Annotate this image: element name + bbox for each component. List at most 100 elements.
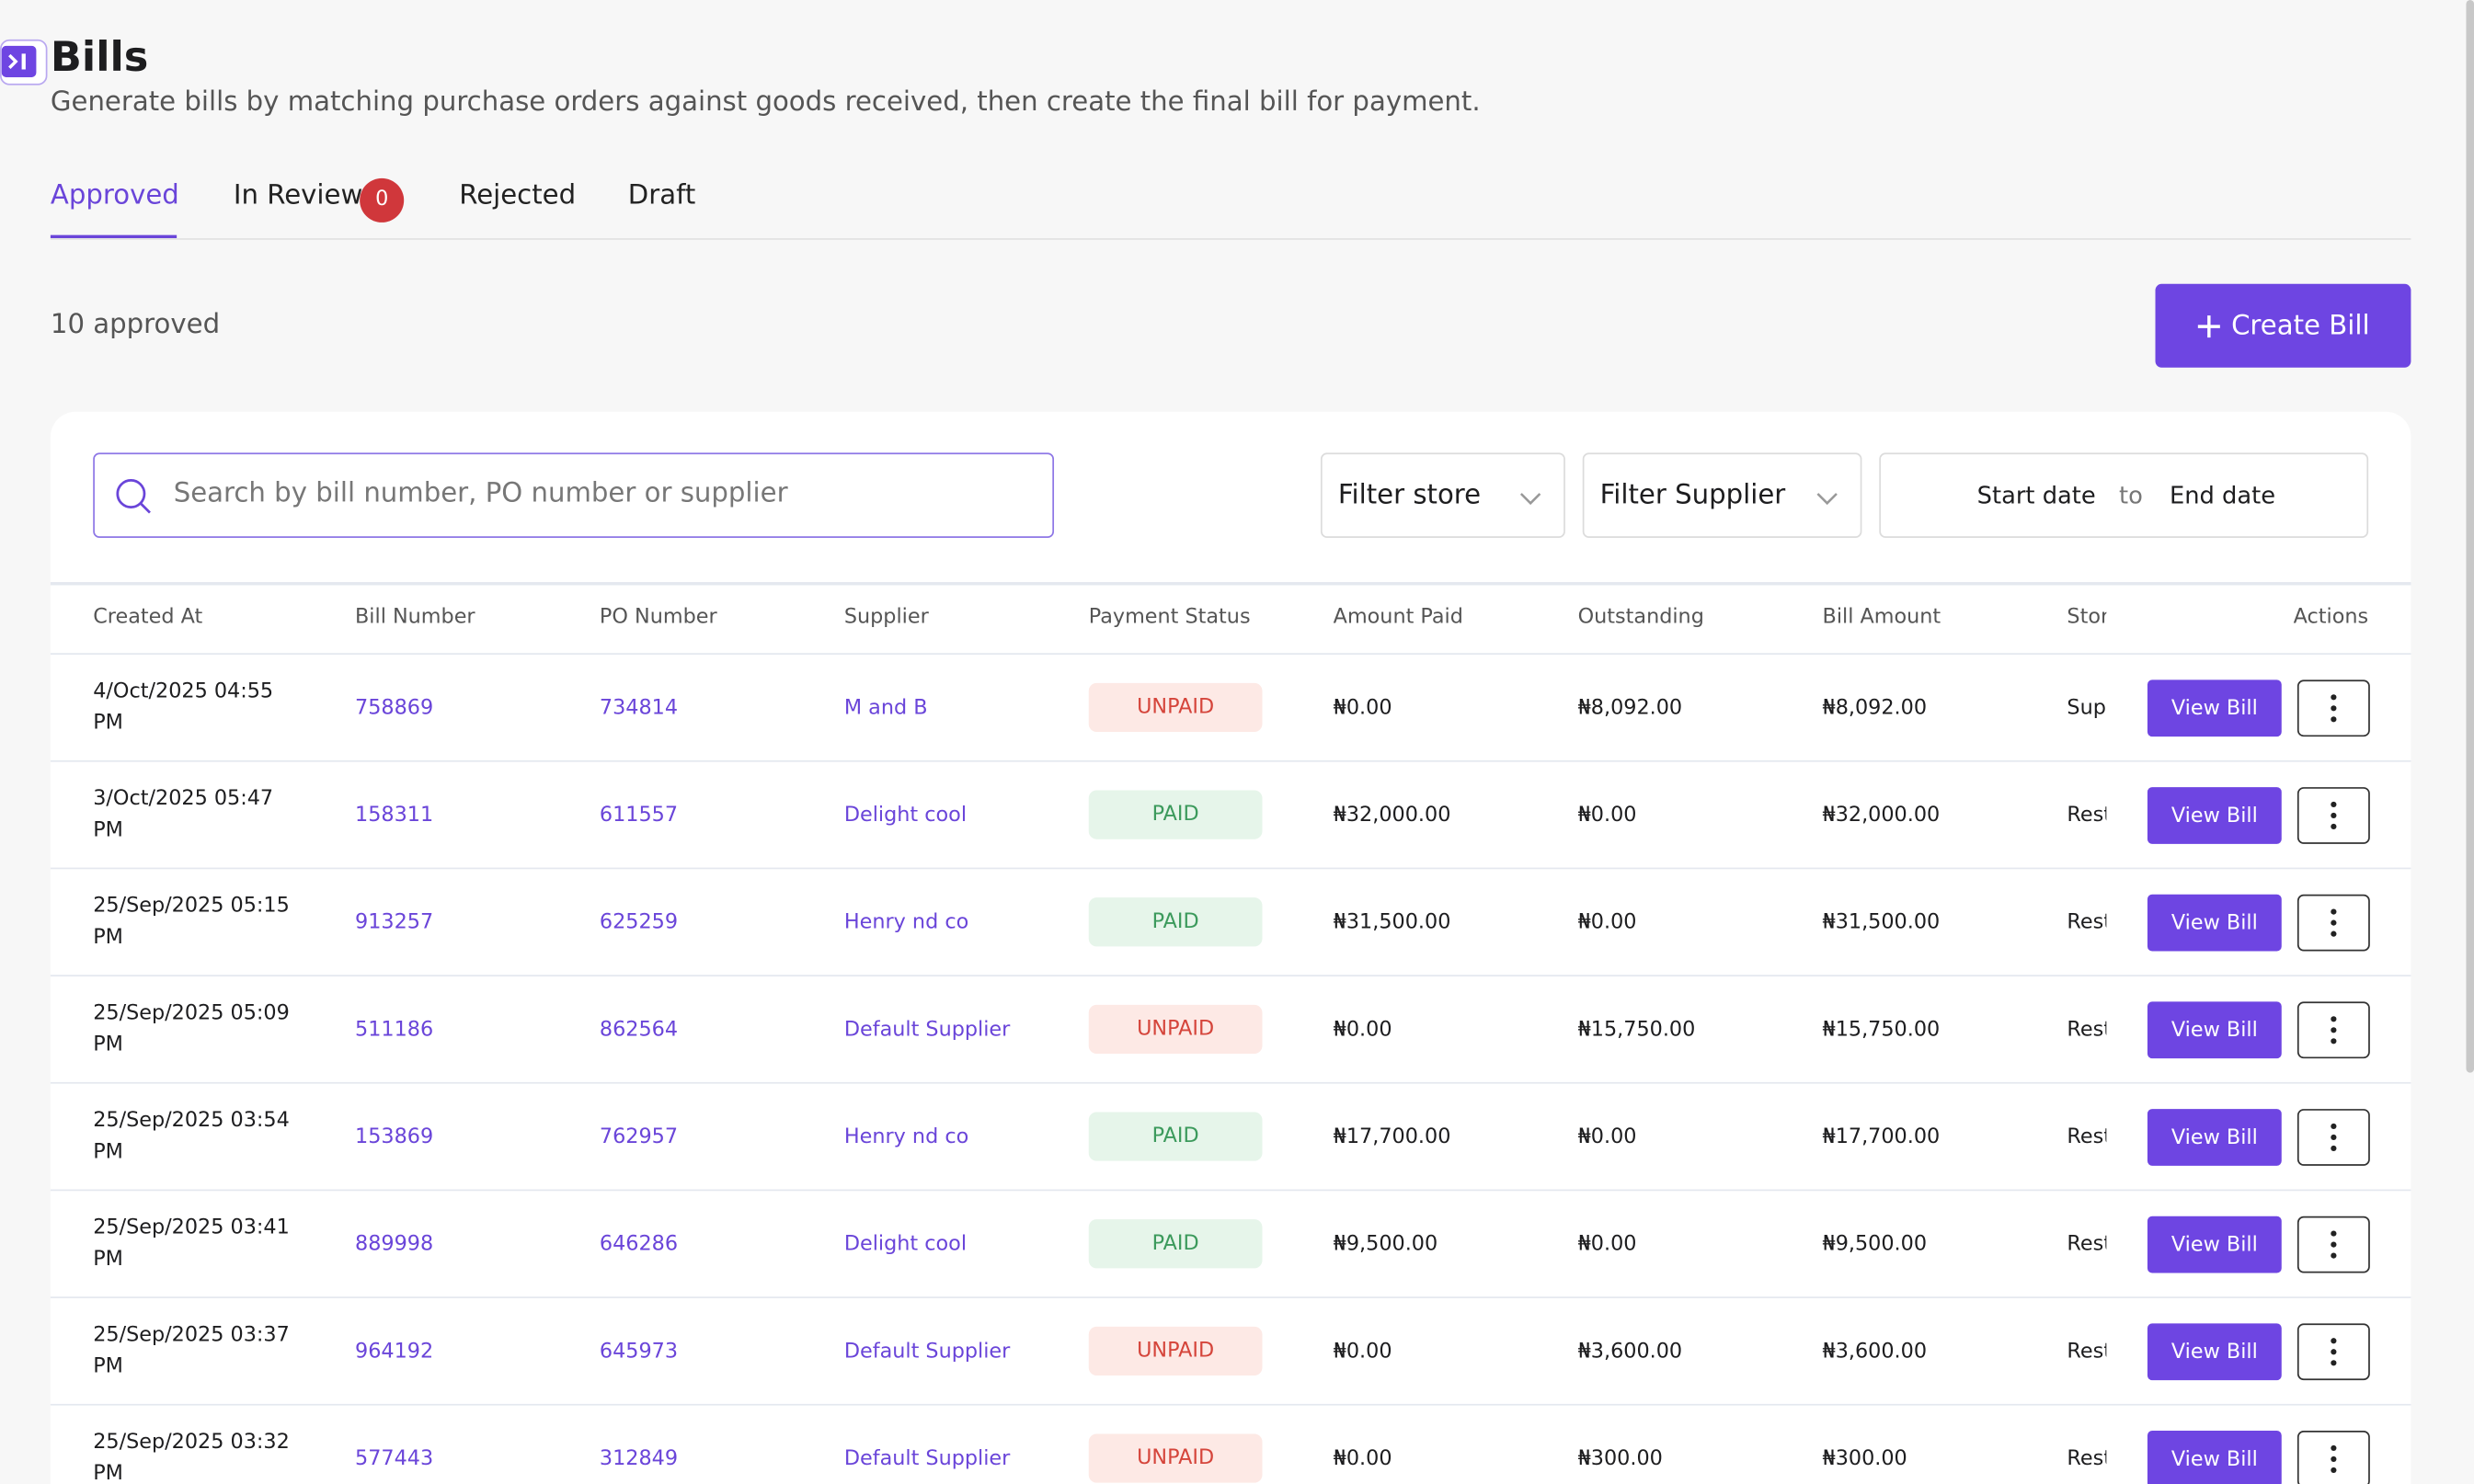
tab[interactable]: Draft	[627, 179, 696, 211]
table-row: 25/Sep/2025 03:32 PM 577443 312849 Default …	[50, 1403, 2411, 1484]
cell: Rest	[2067, 1125, 2106, 1149]
cell: ₦15,750.00	[1577, 1018, 1696, 1043]
column-header: Payment Status	[1088, 605, 1251, 630]
table-row: 25/Sep/2025 03:41 PM 889998 646286 Delight …	[50, 1189, 2411, 1298]
cell: 25/Sep/2025 03:54 PM	[93, 1109, 290, 1165]
view-bill-button[interactable]: View Bill	[2147, 1216, 2282, 1273]
tab-badge: 0	[360, 177, 405, 223]
cell[interactable]: 646286	[599, 1232, 679, 1257]
more-actions-button[interactable]	[2296, 787, 2370, 844]
cell: ₦0.00	[1577, 910, 1637, 935]
view-bill-button[interactable]: View Bill	[2147, 1431, 2282, 1484]
cell: ₦31,500.00	[1333, 910, 1451, 935]
cell: ₦300.00	[1822, 1447, 1907, 1471]
cell: Rest	[2067, 1018, 2106, 1043]
cell[interactable]: 758869	[355, 696, 434, 721]
cell: ₦32,000.00	[1333, 804, 1451, 828]
more-actions-button[interactable]	[2296, 679, 2370, 737]
more-actions-button[interactable]	[2296, 1431, 2370, 1484]
status-pill: PAID	[1088, 1112, 1263, 1161]
cell[interactable]: 862564	[599, 1018, 679, 1043]
view-bill-button[interactable]: View Bill	[2147, 679, 2282, 737]
cell: ₦0.00	[1577, 1125, 1637, 1149]
page-subtitle: Generate bills by matching purchase orde…	[50, 86, 1481, 119]
cell[interactable]: M and B	[843, 696, 928, 721]
cell[interactable]: Henry nd co	[843, 1125, 969, 1149]
kebab-icon	[2331, 694, 2337, 723]
view-bill-button[interactable]: View Bill	[2147, 894, 2282, 952]
more-actions-button[interactable]	[2296, 1216, 2370, 1273]
cell[interactable]: 762957	[599, 1125, 679, 1149]
more-actions-button[interactable]	[2296, 1323, 2370, 1381]
column-header: Amount Paid	[1333, 605, 1463, 630]
cell: 25/Sep/2025 03:37 PM	[93, 1323, 290, 1379]
more-actions-button[interactable]	[2296, 1001, 2370, 1059]
cell: 25/Sep/2025 05:09 PM	[93, 1001, 290, 1057]
column-header: Actions	[2293, 605, 2369, 630]
date-range[interactable]: Start date to End date	[1879, 452, 2369, 539]
cell: ₦9,500.00	[1822, 1232, 1928, 1257]
column-header: Bill Number	[355, 605, 475, 630]
cell: ₦8,092.00	[1822, 696, 1928, 721]
plus-icon	[2198, 314, 2221, 337]
cell: ₦17,700.00	[1822, 1125, 1941, 1149]
supplier-filter[interactable]: Filter Supplier	[1582, 452, 1862, 539]
search-placeholder: Search by bill number, PO number or supp…	[173, 477, 788, 510]
status-pill: PAID	[1088, 1219, 1263, 1269]
cell: ₦0.00	[1333, 1447, 1392, 1471]
cell[interactable]: 625259	[599, 910, 679, 935]
cell[interactable]: 913257	[355, 910, 434, 935]
cell: ₦3,600.00	[1577, 1340, 1683, 1364]
cell: 4/Oct/2025 04:55 PM	[93, 679, 274, 736]
cell[interactable]: 611557	[599, 804, 679, 828]
cell[interactable]: Default Supplier	[843, 1447, 1011, 1471]
cell[interactable]: Default Supplier	[843, 1340, 1011, 1364]
tab[interactable]: Approved	[50, 179, 179, 211]
cell[interactable]: 964192	[355, 1340, 434, 1364]
cell[interactable]: 158311	[355, 804, 434, 828]
date-separator: to	[2119, 481, 2143, 510]
cell[interactable]: Delight cool	[843, 1232, 968, 1257]
cell: ₦0.00	[1333, 1340, 1392, 1364]
status-pill: UNPAID	[1088, 1433, 1263, 1483]
view-bill-button[interactable]: View Bill	[2147, 1109, 2282, 1166]
cell[interactable]: Henry nd co	[843, 910, 969, 935]
cell: ₦32,000.00	[1822, 804, 1941, 828]
start-date: Start date	[1976, 481, 2096, 510]
kebab-icon	[2331, 1444, 2337, 1474]
more-actions-button[interactable]	[2296, 894, 2370, 952]
cell[interactable]: 577443	[355, 1447, 434, 1471]
cell: ₦0.00	[1577, 1232, 1637, 1257]
sidebar-toggle[interactable]	[0, 39, 48, 86]
cell[interactable]: 645973	[599, 1340, 679, 1364]
cell[interactable]: 734814	[599, 696, 679, 721]
tab[interactable]: Rejected	[459, 179, 577, 211]
create-bill-button[interactable]: Create Bill	[2155, 283, 2411, 368]
table-row: 4/Oct/2025 04:55 PM 758869 734814 M and B UN…	[50, 653, 2411, 761]
kebab-icon	[2331, 1338, 2337, 1366]
cell[interactable]: 511186	[355, 1018, 434, 1043]
status-pill: PAID	[1088, 897, 1263, 947]
page-title: Bills	[50, 34, 149, 83]
view-bill-button[interactable]: View Bill	[2147, 1001, 2282, 1059]
store-filter[interactable]: Filter store	[1320, 452, 1565, 539]
search-input[interactable]: Search by bill number, PO number or supp…	[93, 452, 1055, 539]
kebab-icon	[2331, 801, 2337, 830]
cell: 3/Oct/2025 05:47 PM	[93, 787, 274, 843]
tab[interactable]: In Review	[233, 179, 363, 211]
more-actions-button[interactable]	[2296, 1109, 2370, 1166]
kebab-icon	[2331, 908, 2337, 937]
cell[interactable]: 312849	[599, 1447, 679, 1471]
status-pill: UNPAID	[1088, 682, 1263, 733]
card	[50, 411, 2411, 1484]
cell[interactable]: 889998	[355, 1232, 434, 1257]
view-bill-button[interactable]: View Bill	[2147, 1323, 2282, 1381]
cell[interactable]: Default Supplier	[843, 1018, 1011, 1043]
cell[interactable]: Delight cool	[843, 804, 968, 828]
cell: 25/Sep/2025 05:15 PM	[93, 894, 290, 950]
cell[interactable]: 153869	[355, 1125, 434, 1149]
view-bill-button[interactable]: View Bill	[2147, 787, 2282, 844]
cell: ₦15,750.00	[1822, 1018, 1941, 1043]
table-row: 25/Sep/2025 03:54 PM 153869 762957 Henry nd…	[50, 1081, 2411, 1191]
